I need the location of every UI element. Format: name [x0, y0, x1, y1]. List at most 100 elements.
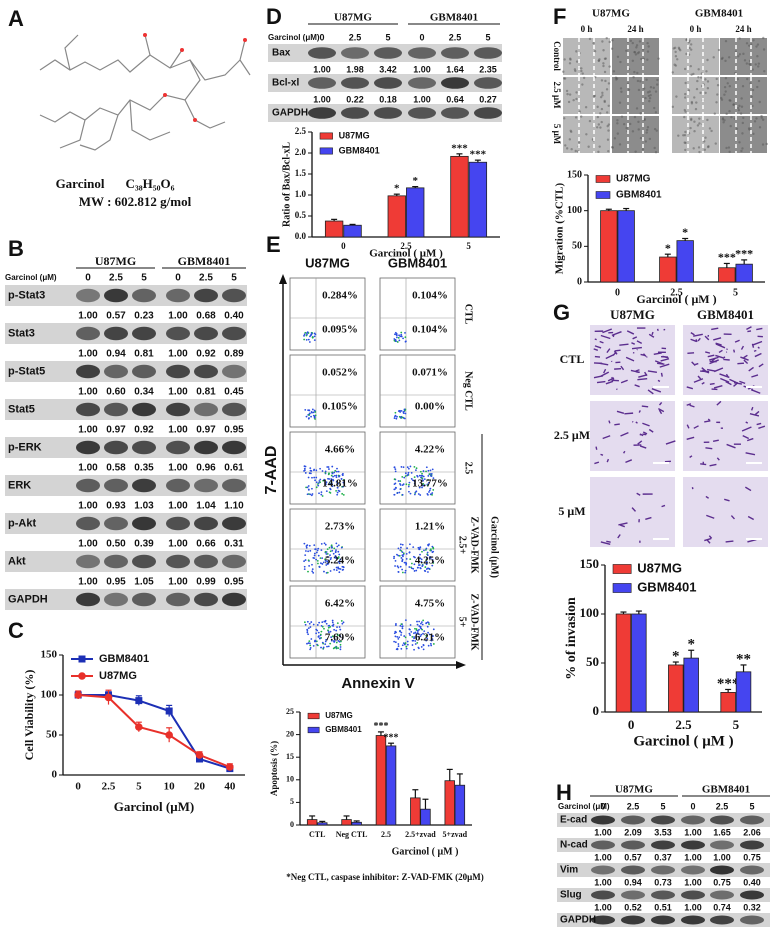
band-density: 0.89	[224, 349, 244, 360]
stained-cell	[740, 345, 745, 350]
micrograph	[720, 38, 767, 75]
flow-event	[312, 644, 315, 647]
y-tick-label: 150	[567, 169, 582, 180]
flow-event	[405, 647, 408, 650]
cell-texture	[566, 92, 569, 96]
significance: ***	[451, 142, 468, 154]
flow-event	[329, 625, 332, 628]
flow-event	[311, 336, 314, 339]
flow-event	[397, 643, 400, 645]
cell-texture	[600, 120, 603, 124]
cell-texture	[697, 76, 700, 79]
y-tick-label: 5	[290, 797, 294, 806]
stained-cell	[751, 388, 754, 391]
flow-event	[324, 643, 327, 646]
flow-plot	[289, 508, 366, 582]
band-density: 0.93	[106, 501, 126, 512]
stained-cell	[602, 328, 613, 334]
flow-event	[410, 562, 413, 565]
flow-event	[430, 644, 433, 647]
blot-band	[76, 402, 100, 417]
cell-texture	[572, 98, 575, 102]
cell-texture	[724, 77, 728, 80]
band-density: 1.00	[713, 852, 731, 862]
flow-event	[335, 474, 338, 477]
blot-band	[710, 890, 734, 900]
flow-event	[330, 480, 333, 482]
stained-cell	[743, 354, 748, 359]
band-density: 1.98	[346, 64, 364, 74]
flow-event	[397, 566, 400, 569]
line	[78, 694, 231, 770]
bar	[343, 224, 362, 238]
flow-event	[393, 417, 396, 419]
cell-texture	[724, 59, 727, 63]
cell-texture	[697, 68, 700, 71]
protein-name: Stat5	[8, 403, 35, 415]
flow-event	[342, 481, 345, 484]
cell-texture	[693, 129, 696, 133]
flow-event	[410, 471, 413, 474]
panel-letter: C	[8, 618, 24, 643]
cell-texture	[756, 55, 759, 58]
stained-cell	[705, 447, 713, 450]
flow-event	[397, 637, 400, 640]
flow-event	[422, 632, 424, 635]
flow-event	[394, 415, 396, 418]
stained-cell	[734, 339, 740, 343]
cell-texture	[710, 129, 713, 133]
flow-event	[393, 555, 396, 558]
flow-event	[337, 550, 340, 553]
cell-texture	[603, 99, 606, 103]
stained-cell	[716, 457, 720, 461]
stained-cell	[638, 410, 641, 413]
cell-texture	[645, 131, 648, 134]
flow-event	[399, 488, 402, 490]
cell-texture	[738, 104, 741, 108]
flow-event	[424, 566, 427, 568]
cell-texture	[647, 94, 651, 98]
stained-cell	[656, 328, 659, 332]
cell-texture	[597, 150, 600, 154]
flow-event	[409, 465, 412, 468]
band-density: 0.61	[224, 463, 244, 474]
flow-event	[310, 621, 313, 623]
flow-event	[324, 640, 327, 643]
x-axis-label: Garcinol ( μM )	[392, 846, 459, 857]
cell-line-header: U87MG	[95, 254, 136, 268]
flow-event	[396, 565, 399, 568]
cell-line-header: GBM8401	[702, 784, 750, 796]
flow-event	[421, 486, 423, 489]
blot-band	[374, 107, 402, 119]
cell-texture	[595, 126, 599, 129]
flow-event	[420, 622, 422, 625]
cell-texture	[689, 126, 692, 130]
flow-event	[340, 546, 343, 549]
cell-texture	[740, 105, 744, 108]
blot-band	[710, 840, 734, 850]
flow-event	[331, 619, 334, 622]
cell-texture	[708, 127, 712, 130]
blot-band	[194, 440, 218, 455]
blot-band	[104, 440, 128, 455]
flow-event	[303, 467, 306, 470]
flow-event	[319, 481, 322, 484]
cell-texture	[610, 47, 614, 50]
cell-texture	[605, 88, 609, 91]
flow-event	[413, 563, 416, 566]
flow-event	[323, 542, 326, 545]
flow-event	[398, 636, 401, 639]
cell-texture	[684, 92, 687, 96]
band-density: 2.09	[624, 827, 642, 837]
flow-event	[307, 476, 310, 479]
blot-band	[76, 516, 100, 531]
blot-band	[76, 592, 100, 607]
stained-cell	[744, 486, 752, 492]
cell-texture	[636, 79, 640, 83]
flow-event	[393, 488, 396, 491]
flow-event	[324, 559, 327, 562]
cell-texture	[743, 59, 747, 62]
flow-event	[306, 628, 309, 631]
cell-texture	[599, 112, 602, 115]
blot-band	[222, 554, 246, 569]
